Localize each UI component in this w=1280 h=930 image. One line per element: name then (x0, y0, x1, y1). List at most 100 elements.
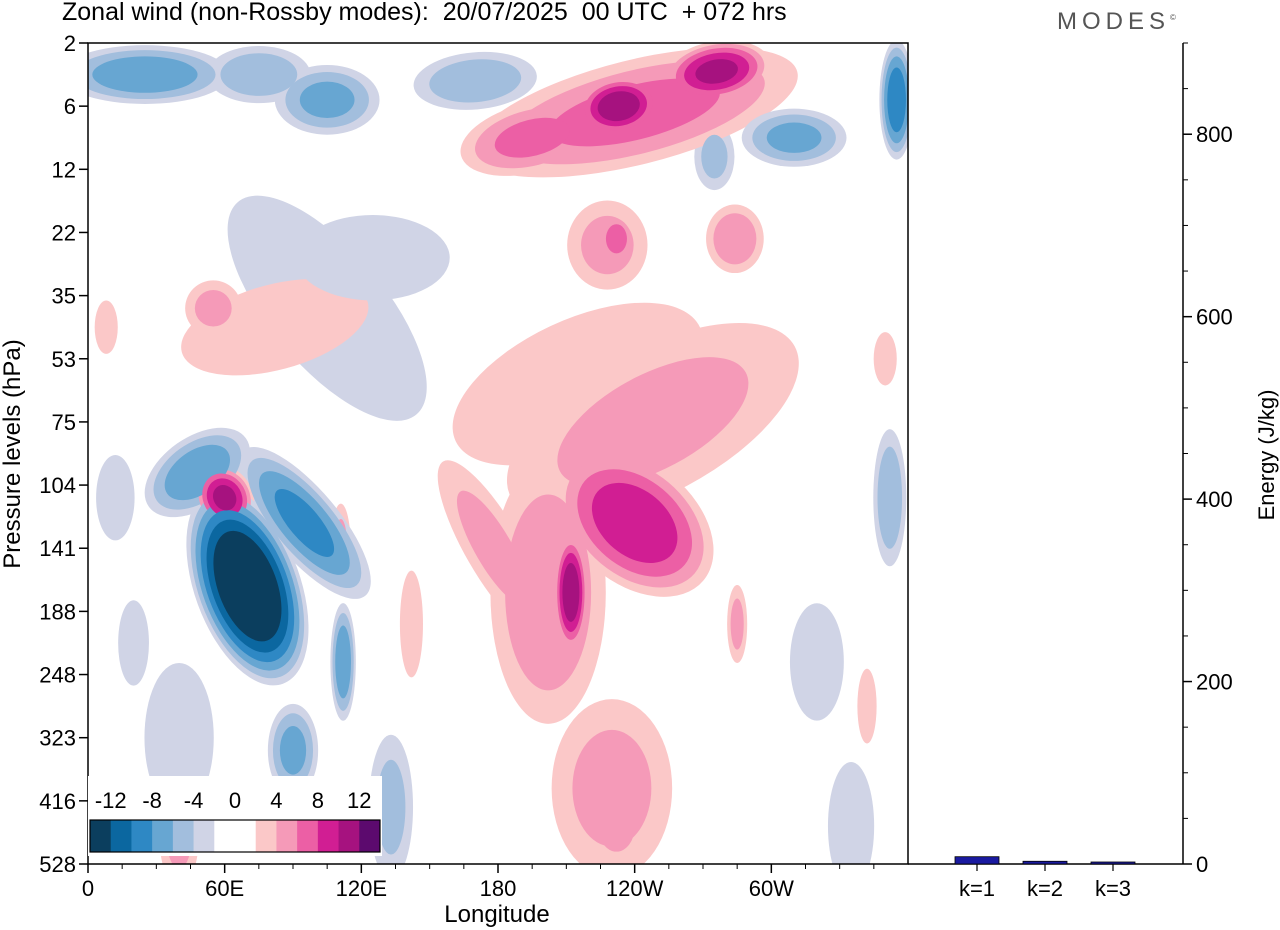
contour-level-4-blob-38 (274, 488, 335, 557)
energy-cat-label-k=1: k=1 (959, 876, 995, 901)
x-axis: 0 60E 120E 180 120W 60W (82, 864, 875, 901)
y-tick-label-4: 35 (52, 284, 76, 309)
x-tick-label-1: 60E (205, 876, 244, 901)
contour-level-2-blob-21 (701, 134, 728, 179)
colorbar-swatch-1 (110, 820, 132, 852)
energy-bar-k=2 (1022, 860, 1068, 865)
y-tick-label-11: 323 (39, 726, 76, 751)
contour-level-2-blob-20 (194, 290, 232, 327)
contour-level-1-blob-7 (827, 762, 875, 864)
x-axis-label: Longitude (444, 901, 549, 928)
x-tick-label-4: 120W (606, 876, 664, 901)
colorbar: -12 -8 -4 0 4 8 12 (88, 776, 382, 856)
contour-level-4-blob-40 (887, 67, 906, 133)
y-tick-label-5: 53 (52, 347, 76, 372)
colorbar-swatch-7 (235, 820, 257, 852)
y-tick-label-10: 248 (39, 663, 76, 688)
colorbar-swatch-5 (193, 820, 215, 852)
energy-bar-k=1 (954, 856, 1000, 865)
contour-level-1-blob-11 (94, 300, 118, 354)
y-tick-label-6: 75 (52, 410, 76, 435)
colorbar-swatch-12 (338, 820, 360, 852)
contour-level-2-blob-28 (877, 446, 903, 549)
y-tick-label-3: 22 (52, 220, 76, 245)
colorbar-swatch-4 (172, 820, 195, 852)
contour-level-3-blob-33 (766, 122, 822, 153)
contour-level-2-blob-16 (557, 357, 749, 487)
y-tick-label-0: 2 (64, 31, 76, 56)
contour-level-2-blob-13 (376, 759, 406, 855)
colorbar-swatch-10 (297, 820, 319, 852)
contour-level-2-blob-27 (220, 53, 298, 96)
copyright-mark: © (1170, 13, 1176, 22)
contour-level-3-blob-36 (92, 56, 198, 93)
contour-level-2-blob-26 (429, 59, 522, 103)
energy-cat-label-k=2: k=2 (1027, 876, 1063, 901)
contour-level-3-blob-29 (279, 726, 307, 775)
energy-panel: 0 200 400 600 800 k=1 k=2 k=3 (908, 42, 1233, 901)
colorbar-frame (89, 819, 381, 853)
contour-level-1-blob-10 (857, 668, 877, 744)
colorbar-swatch-6 (214, 820, 236, 852)
y-axis: 2 6 12 22 35 53 75 104 141 188 248 323 416 528 (39, 31, 88, 877)
y-tick-label-9: 188 (39, 599, 76, 624)
x-tick-label-0: 0 (82, 876, 94, 901)
contour-level-1-blob-2 (144, 662, 214, 813)
y-tick-label-13: 528 (39, 852, 76, 877)
contour-level-3-blob-32 (299, 81, 355, 119)
colorbar-swatch-3 (152, 820, 174, 852)
colorbar-swatch-11 (317, 820, 340, 852)
contour-level-4-blob-39 (591, 482, 678, 564)
modes-logo: MODES© (1057, 8, 1176, 36)
contour-level-2-blob-25 (713, 213, 757, 265)
wind-field (88, 43, 908, 864)
contour-level-5-blob-44 (597, 91, 640, 122)
chart-title: Zonal wind (non-Rossby modes): 20/07/202… (62, 0, 787, 26)
colorbar-swatch-13 (359, 820, 381, 852)
colorbar-swatch-8 (255, 820, 277, 852)
y-axis-label: Pressure levels (hPa) (0, 339, 26, 568)
colorbar-label-0: -12 (95, 788, 127, 813)
contour-level-1-blob-4 (399, 570, 423, 678)
energy-tick-label-1: 200 (1196, 670, 1233, 695)
x-tick-label-2: 120E (336, 876, 387, 901)
colorbar-label-5: 8 (312, 788, 324, 813)
energy-tick-label-4: 800 (1196, 122, 1233, 147)
contour-level-1-blob-6 (789, 603, 844, 721)
energy-axis-label: Energy (J/kg) (1254, 390, 1279, 521)
energy-tick-label-0: 0 (1196, 852, 1208, 877)
colorbar-label-2: -4 (184, 788, 204, 813)
contour-level-3-blob-37 (605, 224, 627, 254)
contour-level-3-blob-31 (494, 117, 570, 158)
colorbar-swatch-0 (90, 820, 112, 852)
y-tick-label-8: 141 (39, 536, 76, 561)
contour-level-3-blob-35 (335, 625, 352, 699)
y-tick-label-7: 104 (39, 473, 76, 498)
energy-tick-label-3: 600 (1196, 305, 1233, 330)
energy-tick-label-2: 400 (1196, 487, 1233, 512)
y-tick-label-2: 12 (52, 157, 76, 182)
contour-level-5-blob-42 (695, 59, 738, 84)
y-tick-label-12: 416 (39, 789, 76, 814)
modes-logo-text: MODES (1057, 8, 1171, 35)
energy-bar-k=3 (1090, 861, 1136, 865)
colorbar-swatch-2 (131, 820, 153, 852)
colorbar-label-3: 0 (229, 788, 241, 813)
colorbar-swatch-9 (276, 820, 298, 852)
contour-level-5-blob-41 (212, 485, 237, 511)
energy-cat-label-k=3: k=3 (1095, 876, 1131, 901)
contour-level-1-blob-9 (873, 332, 897, 386)
contour-level-2-blob-24 (598, 800, 635, 852)
colorbar-label-6: 12 (347, 788, 371, 813)
y-tick-label-1: 6 (64, 94, 76, 119)
contour-level-1-blob-8 (295, 215, 450, 301)
x-tick-label-3: 180 (480, 876, 517, 901)
contour-level-1-blob-1 (96, 455, 135, 541)
contour-level-1-blob-12 (118, 600, 149, 686)
contour-level-6-blob-45 (213, 530, 282, 642)
contour-level-2-blob-19 (730, 598, 744, 650)
x-tick-label-5: 60W (749, 876, 794, 901)
colorbar-label-4: 4 (270, 788, 282, 813)
contour-level-5-blob-43 (562, 562, 580, 622)
